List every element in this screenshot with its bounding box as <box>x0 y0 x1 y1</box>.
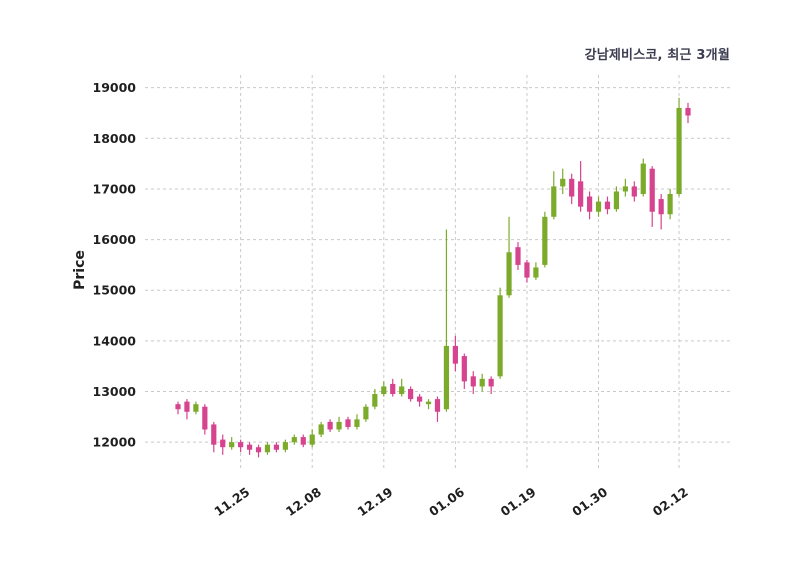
candle-body <box>470 376 476 387</box>
candle-body <box>416 396 423 402</box>
candle-body <box>631 186 637 197</box>
candle-body <box>354 419 360 427</box>
candle-body <box>578 181 584 207</box>
y-tick-label: 13000 <box>93 384 137 399</box>
candle-body <box>238 442 244 448</box>
candle-body <box>229 442 235 448</box>
candle-body <box>211 424 217 445</box>
candle-body <box>202 406 208 430</box>
candle-body <box>175 404 181 410</box>
candle-body <box>595 201 602 212</box>
candle-body <box>318 424 324 435</box>
candle-body <box>667 194 673 215</box>
candle-body <box>390 383 396 395</box>
y-tick-label: 12000 <box>93 435 137 450</box>
x-tick-label: 01.30 <box>569 484 610 519</box>
candle-body <box>658 199 664 215</box>
candle-body <box>300 437 306 445</box>
candle-body <box>291 437 297 443</box>
x-tick-label: 12.19 <box>355 484 396 519</box>
candle-body <box>676 107 682 195</box>
candle-body <box>273 444 280 450</box>
y-tick-label: 18000 <box>93 131 137 146</box>
candle-body <box>685 107 691 116</box>
x-tick-label: 11.25 <box>211 484 252 519</box>
y-tick-label: 14000 <box>93 333 137 348</box>
candle-body <box>246 444 253 450</box>
chart-title: 강남제비스코, 최근 3개월 <box>584 48 730 63</box>
candle-body <box>497 295 503 377</box>
candle-body <box>363 406 369 420</box>
candle-body <box>372 394 378 407</box>
candle-body <box>309 434 315 445</box>
candle-body <box>586 196 593 212</box>
candle-body <box>399 386 405 395</box>
x-tick-label: 01.19 <box>498 484 539 519</box>
candle-body <box>345 419 351 427</box>
candle-body <box>533 267 539 278</box>
candle-body <box>264 444 271 453</box>
candle-body <box>506 252 512 296</box>
candle-body <box>515 247 521 265</box>
candle-body <box>408 388 414 400</box>
candle-body <box>381 386 387 395</box>
y-tick-label: 15000 <box>93 283 137 298</box>
candle-body <box>434 399 441 412</box>
candle-body <box>193 404 199 412</box>
candle-body <box>488 378 494 387</box>
candle-body <box>443 345 450 410</box>
candle-body <box>479 378 485 387</box>
y-tick-label: 17000 <box>93 181 137 196</box>
y-tick-label: 19000 <box>93 80 137 95</box>
candle-body <box>569 178 575 197</box>
candle-body <box>524 262 530 278</box>
candle-body <box>622 186 628 192</box>
candle-body <box>336 421 342 430</box>
candle-body <box>425 401 432 405</box>
candle-body <box>282 442 288 450</box>
candle-body <box>560 178 566 187</box>
candle-body <box>542 216 548 265</box>
x-tick-label: 12.08 <box>283 484 324 519</box>
candle-body <box>613 191 620 210</box>
x-tick-label: 02.12 <box>650 484 691 519</box>
candle-body <box>220 439 226 448</box>
candle-body <box>327 421 333 430</box>
candle-body <box>461 356 467 382</box>
x-tick-label: 01.06 <box>426 484 467 519</box>
candle-body <box>184 401 190 412</box>
candle-body <box>640 163 646 195</box>
candle-body <box>452 345 458 364</box>
y-tick-label: 16000 <box>93 232 137 247</box>
candle-body <box>255 447 262 453</box>
candle-body <box>604 201 611 210</box>
candle-body <box>551 186 557 217</box>
candle-body <box>649 168 655 212</box>
